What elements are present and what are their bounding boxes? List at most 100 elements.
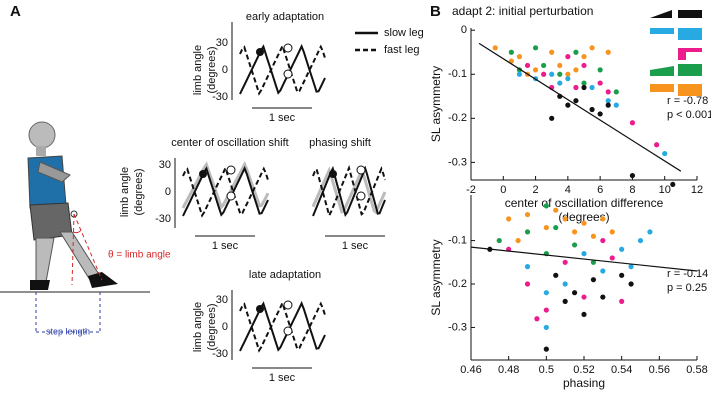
x-tick-label: 0.52 [573, 364, 594, 376]
subplot-title: center of oscillation shift [171, 137, 288, 149]
y-tick-label: -30 [155, 213, 171, 225]
point [619, 272, 625, 278]
point [549, 115, 555, 121]
y-tick-label: -0.1 [448, 234, 467, 246]
point [581, 251, 587, 257]
marker [256, 48, 264, 56]
point [573, 98, 579, 104]
point [543, 346, 549, 352]
point [549, 71, 555, 77]
x-tick-label: 0.5 [539, 364, 554, 376]
point [613, 89, 619, 95]
y-axis-label: (degrees) [133, 168, 145, 215]
y-tick-label: -0.2 [448, 278, 467, 290]
marker [226, 191, 236, 201]
point [562, 281, 568, 287]
fast-leg-curve [239, 43, 326, 96]
point [524, 281, 531, 287]
point [609, 229, 615, 235]
marker [329, 170, 337, 178]
point [590, 259, 597, 265]
y-tick-label: 30 [159, 159, 171, 171]
x-tick-label: 6 [597, 184, 603, 196]
legend-label: fast leg [384, 44, 419, 56]
x-tick-label: 0.58 [686, 364, 707, 376]
condition-icons [650, 10, 702, 96]
point [628, 281, 634, 287]
marker [283, 300, 293, 310]
point [590, 233, 597, 239]
time-label: 1 sec [269, 112, 296, 124]
marker [283, 43, 293, 53]
point [573, 67, 579, 73]
marker [256, 305, 264, 313]
subplot-title: phasing shift [309, 137, 371, 149]
marker [356, 165, 366, 175]
marker [356, 191, 366, 201]
x-axis-label: phasing [563, 376, 605, 390]
y-tick-label: 0 [461, 24, 467, 36]
y-tick-label: 0 [222, 321, 228, 333]
slow-leg-curve [239, 300, 326, 352]
point [516, 71, 523, 77]
point [516, 54, 523, 60]
y-tick-label: -0.2 [448, 112, 467, 124]
slow-leg-curve [312, 165, 386, 218]
point [629, 120, 636, 126]
point [524, 211, 531, 218]
angle-label: θ = limb angle [108, 250, 171, 261]
x-tick-label: 0.46 [460, 364, 481, 376]
x-tick-label: 4 [565, 184, 571, 196]
time-label: 1 sec [212, 240, 239, 252]
point [515, 237, 521, 244]
point [565, 76, 571, 82]
x-tick-label: 10 [659, 184, 671, 196]
point [600, 294, 606, 300]
point [590, 277, 597, 283]
annotation: r = -0.78 [667, 95, 708, 107]
point [581, 62, 587, 69]
point [524, 229, 531, 235]
point [647, 229, 653, 235]
point [532, 45, 539, 51]
walker-illustration [0, 121, 150, 333]
point [573, 84, 579, 91]
y-axis-label: (degrees) [206, 46, 218, 93]
fit-line [470, 246, 698, 272]
point [589, 45, 595, 51]
y-tick-label: -0.3 [448, 321, 467, 333]
x-axis-label: center of oscillation difference [505, 196, 664, 210]
x-tick-label: -2 [466, 184, 476, 196]
point [557, 62, 563, 69]
chart-title: adapt 2: initial perturbation [452, 4, 593, 18]
y-axis-label: (degrees) [206, 303, 218, 350]
x-tick-label: 0.56 [649, 364, 670, 376]
point [605, 98, 611, 104]
point [581, 80, 587, 86]
annotation: p = 0.25 [667, 282, 707, 294]
annotation: r = -0.14 [667, 268, 708, 280]
marker [226, 165, 236, 175]
point [605, 49, 611, 55]
fast-leg-curve [182, 165, 269, 218]
point [492, 45, 498, 51]
point [553, 272, 559, 278]
y-axis-label: SL asymmetry [429, 66, 443, 142]
x-tick-label: 2 [533, 184, 539, 196]
marker [283, 326, 293, 336]
x-axis-label: (degrees) [558, 210, 609, 224]
point [557, 71, 563, 77]
x-tick-label: 12 [691, 184, 703, 196]
point [637, 237, 644, 244]
point [557, 80, 563, 86]
point [589, 106, 595, 113]
point [541, 71, 547, 77]
point [662, 150, 668, 157]
y-tick-label: -0.3 [448, 156, 467, 168]
x-tick-label: 0.48 [498, 364, 519, 376]
point [670, 181, 676, 188]
point [496, 237, 502, 244]
point [553, 224, 559, 231]
point [581, 294, 587, 300]
